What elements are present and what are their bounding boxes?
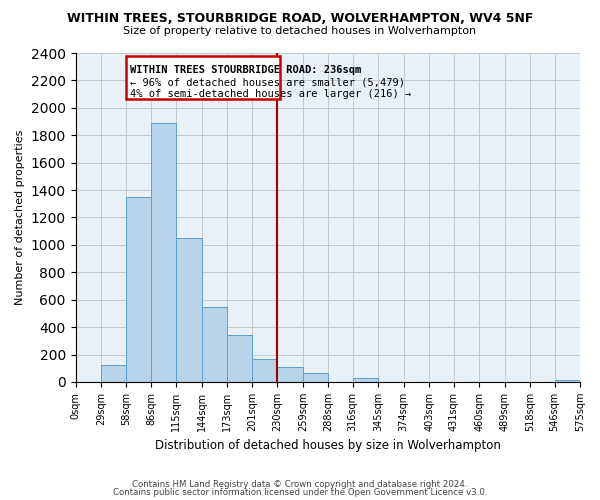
Bar <box>277 367 303 382</box>
X-axis label: Distribution of detached houses by size in Wolverhampton: Distribution of detached houses by size … <box>155 440 501 452</box>
Bar <box>101 365 127 382</box>
Bar <box>252 360 277 382</box>
Text: Contains HM Land Registry data © Crown copyright and database right 2024.: Contains HM Land Registry data © Crown c… <box>132 480 468 489</box>
Text: Size of property relative to detached houses in Wolverhampton: Size of property relative to detached ho… <box>124 26 476 36</box>
FancyBboxPatch shape <box>127 56 280 99</box>
Bar <box>176 238 202 382</box>
Text: WITHIN TREES STOURBRIDGE ROAD: 236sqm: WITHIN TREES STOURBRIDGE ROAD: 236sqm <box>130 64 361 74</box>
Text: WITHIN TREES, STOURBRIDGE ROAD, WOLVERHAMPTON, WV4 5NF: WITHIN TREES, STOURBRIDGE ROAD, WOLVERHA… <box>67 12 533 26</box>
Bar <box>227 336 252 382</box>
Text: Contains public sector information licensed under the Open Government Licence v3: Contains public sector information licen… <box>113 488 487 497</box>
Text: ← 96% of detached houses are smaller (5,479): ← 96% of detached houses are smaller (5,… <box>130 78 405 88</box>
Bar <box>202 306 227 382</box>
Bar <box>353 378 378 382</box>
Bar <box>303 373 328 382</box>
Bar <box>554 380 580 382</box>
Text: 4% of semi-detached houses are larger (216) →: 4% of semi-detached houses are larger (2… <box>130 88 411 99</box>
Bar <box>151 123 176 382</box>
Bar <box>127 197 151 382</box>
Y-axis label: Number of detached properties: Number of detached properties <box>15 130 25 305</box>
